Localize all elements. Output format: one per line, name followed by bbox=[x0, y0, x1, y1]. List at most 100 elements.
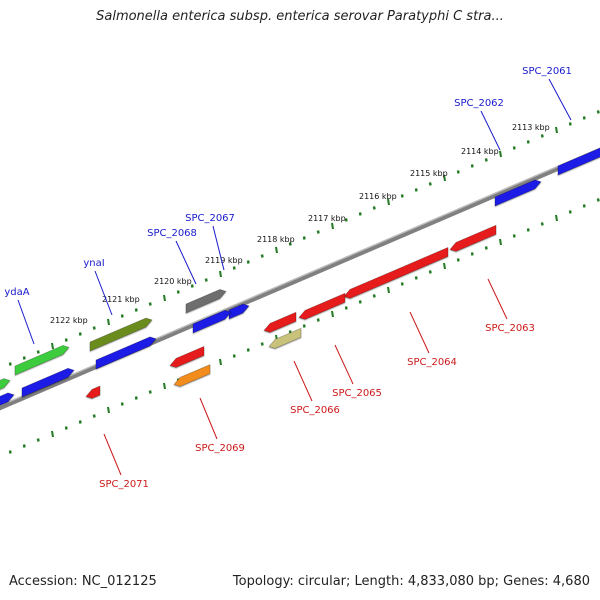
gene-spc-2061[interactable] bbox=[557, 147, 600, 176]
gene-label[interactable]: SPC_2069 bbox=[195, 443, 245, 454]
inner-tick bbox=[358, 300, 362, 304]
gene-label[interactable]: ynaI bbox=[83, 258, 104, 269]
inner-tick bbox=[219, 358, 222, 366]
inner-tick bbox=[582, 204, 586, 208]
gene-ydaa-green[interactable] bbox=[14, 345, 70, 376]
inner-tick bbox=[22, 444, 26, 448]
outer-tick bbox=[36, 350, 40, 354]
outer-tick bbox=[260, 254, 264, 258]
genome-summary-text: Topology: circular; Length: 4,833,080 bp… bbox=[232, 574, 590, 589]
gene-label[interactable]: SPC_2065 bbox=[332, 388, 382, 399]
genome-backbone bbox=[0, 147, 600, 411]
gene-label[interactable]: SPC_2071 bbox=[99, 479, 149, 490]
outer-tick bbox=[372, 206, 376, 210]
scale-labels: 2113 kbp 2114 kbp 2115 kbp 2116 kbp 2117 kbp… bbox=[50, 123, 550, 325]
inner-tick bbox=[331, 310, 334, 318]
leader-line bbox=[334, 344, 354, 385]
inner-tick bbox=[316, 318, 320, 322]
inner-tick bbox=[51, 430, 54, 438]
gene-spc-2063[interactable] bbox=[449, 224, 497, 252]
inner-tick bbox=[78, 420, 82, 424]
outer-tick bbox=[358, 212, 362, 216]
inner-tick bbox=[120, 402, 124, 406]
accession-text: Accession: NC_012125 bbox=[9, 574, 157, 589]
inner-tick bbox=[568, 210, 572, 214]
leader-line bbox=[175, 240, 197, 285]
inner-tick bbox=[400, 282, 404, 286]
outer-tick bbox=[316, 230, 320, 234]
outer-tick bbox=[499, 150, 502, 158]
gene-spc-2068[interactable] bbox=[192, 309, 232, 334]
outer-tick bbox=[456, 170, 460, 174]
outer-tick bbox=[288, 242, 292, 246]
outer-tick bbox=[120, 314, 124, 318]
leader-line bbox=[409, 311, 430, 354]
outer-tick bbox=[512, 146, 516, 150]
gene-label[interactable]: SPC_2063 bbox=[485, 323, 535, 334]
gene-spc-2069[interactable] bbox=[173, 363, 211, 387]
inner-tick bbox=[64, 426, 68, 430]
scale-label: 2121 kbp bbox=[102, 295, 140, 304]
inner-tick bbox=[443, 262, 446, 270]
gene-label[interactable]: SPC_2061 bbox=[522, 66, 572, 77]
gene-label[interactable]: SPC_2062 bbox=[454, 98, 504, 109]
leader-line bbox=[548, 78, 572, 121]
inner-tick bbox=[456, 258, 460, 262]
gene-edge-blue[interactable] bbox=[0, 392, 15, 407]
gene-ynai[interactable] bbox=[95, 336, 157, 370]
outer-tick bbox=[414, 188, 418, 192]
gene-edge-green[interactable] bbox=[0, 378, 11, 391]
scale-label: 2122 kbp bbox=[50, 316, 88, 325]
gene-spc-2067[interactable] bbox=[228, 303, 250, 320]
gene-label[interactable]: SPC_2067 bbox=[185, 213, 235, 224]
leader-line bbox=[212, 225, 225, 271]
outer-tick bbox=[484, 158, 488, 162]
outer-tick bbox=[232, 266, 236, 270]
gene-spc-2062[interactable] bbox=[494, 179, 542, 207]
gene-label[interactable]: SPC_2068 bbox=[147, 228, 197, 239]
outer-tick bbox=[204, 278, 208, 282]
outer-tick bbox=[400, 194, 404, 198]
gene-label[interactable]: ydaA bbox=[4, 287, 29, 298]
inner-tick bbox=[499, 238, 502, 246]
outer-tick bbox=[275, 246, 278, 254]
inner-tick bbox=[92, 414, 96, 418]
inner-tick bbox=[512, 234, 516, 238]
inner-tick bbox=[260, 342, 264, 346]
gene-spc-2065[interactable] bbox=[298, 292, 346, 320]
inner-tick bbox=[107, 406, 110, 414]
outer-tick bbox=[596, 110, 600, 114]
outer-tick bbox=[190, 284, 194, 288]
inner-tick bbox=[134, 396, 138, 400]
gene-label[interactable]: SPC_2066 bbox=[290, 405, 340, 416]
gene-feature-gray[interactable] bbox=[185, 289, 227, 314]
outer-tick bbox=[470, 164, 474, 168]
inner-tick bbox=[526, 228, 530, 232]
gene-ydaa[interactable] bbox=[21, 367, 75, 398]
gene-spc-2066[interactable] bbox=[263, 311, 297, 333]
scale-label: 2116 kbp bbox=[359, 192, 397, 201]
gene-spc-2069-red[interactable] bbox=[169, 345, 205, 368]
leader-line bbox=[487, 278, 508, 320]
gene-ynai-olive[interactable] bbox=[89, 317, 153, 352]
outer-tick bbox=[428, 182, 432, 186]
gene-spc-2071[interactable] bbox=[85, 385, 101, 399]
gene-label[interactable]: SPC_2064 bbox=[407, 357, 457, 368]
outer-tick bbox=[302, 236, 306, 240]
outer-tick bbox=[134, 308, 138, 312]
outer-tick bbox=[555, 126, 558, 134]
scale-label: 2119 kbp bbox=[205, 256, 243, 265]
inner-tick bbox=[414, 276, 418, 280]
gene-feature-khaki[interactable] bbox=[268, 327, 302, 349]
leader-line bbox=[103, 433, 122, 476]
outer-tick bbox=[148, 302, 152, 306]
scale-label: 2115 kbp bbox=[410, 169, 448, 178]
outer-tick bbox=[176, 290, 180, 294]
outer-tick bbox=[568, 122, 572, 126]
outer-tick bbox=[8, 362, 12, 366]
inner-tick bbox=[596, 198, 600, 202]
leader-line bbox=[199, 397, 218, 440]
outer-tick bbox=[331, 222, 334, 230]
